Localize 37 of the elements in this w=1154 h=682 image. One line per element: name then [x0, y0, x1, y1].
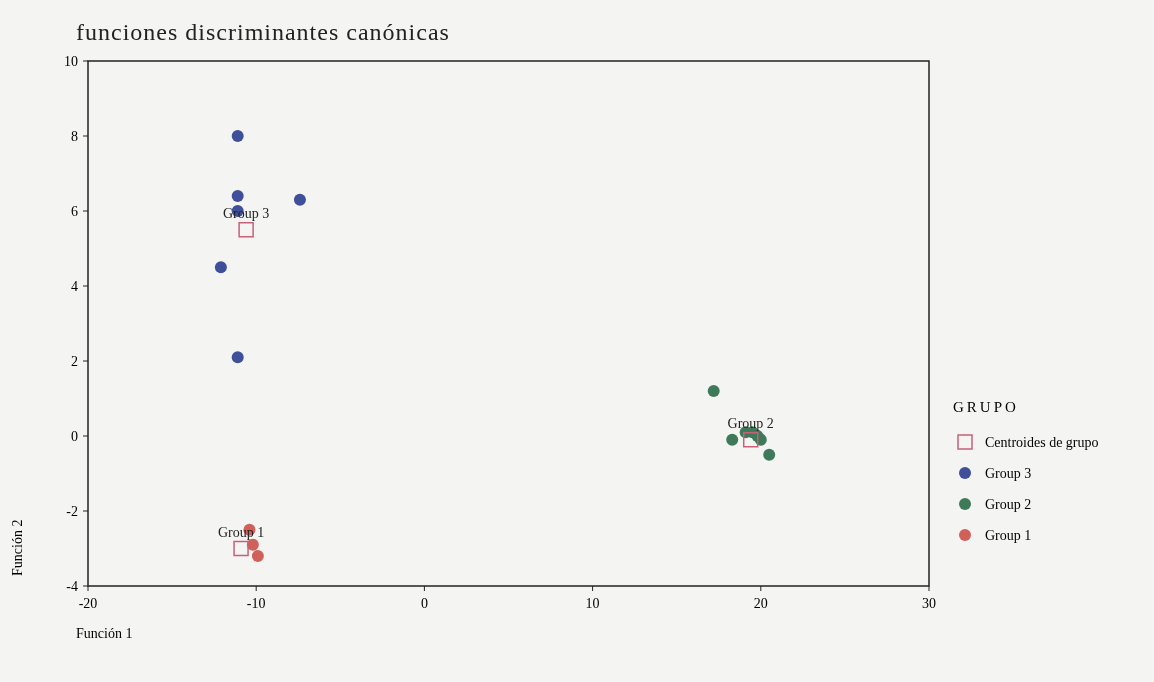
- point: [707, 385, 720, 397]
- x-tick-label: -10: [246, 596, 266, 611]
- x-tick-label: -20: [78, 596, 98, 611]
- y-tick-label: 10: [64, 54, 78, 69]
- x-tick-label: 10: [585, 596, 600, 611]
- legend-label: Group 1: [985, 528, 1032, 543]
- annotation: Group 1: [217, 524, 265, 540]
- y-tick-label: 2: [71, 354, 78, 369]
- y-tick-label: -2: [66, 504, 78, 519]
- x-axis-title: Función 1: [76, 626, 133, 641]
- x-tick-label: 30: [922, 596, 936, 611]
- y-axis-title: Función 2: [10, 519, 25, 576]
- annotation: Group 3: [222, 205, 270, 221]
- legend-label: Group 2: [985, 497, 1032, 512]
- y-tick-label: 0: [71, 429, 78, 444]
- point: [742, 432, 759, 448]
- y-tick-label: 4: [71, 279, 78, 294]
- point: [231, 190, 244, 202]
- legend-label: Centroides de grupo: [985, 435, 1099, 450]
- legend-label: Group 3: [985, 466, 1032, 481]
- x-tick-label: 20: [753, 596, 768, 611]
- point: [763, 448, 776, 461]
- legend-title: GRUPO: [953, 399, 1019, 415]
- point: [231, 351, 244, 364]
- y-tick-label: 8: [71, 129, 78, 144]
- point: [233, 540, 249, 557]
- point: [251, 550, 264, 562]
- point: [231, 130, 244, 142]
- point: [726, 433, 739, 446]
- annotation: Group 2: [727, 415, 774, 431]
- point: [238, 222, 254, 238]
- chart-title: funciones discriminantes canónicas: [76, 19, 450, 45]
- y-tick-label: -4: [66, 579, 78, 594]
- y-tick-label: 6: [71, 204, 78, 219]
- point: [293, 193, 306, 206]
- point: [214, 261, 227, 274]
- x-tick-label: 0: [420, 596, 428, 611]
